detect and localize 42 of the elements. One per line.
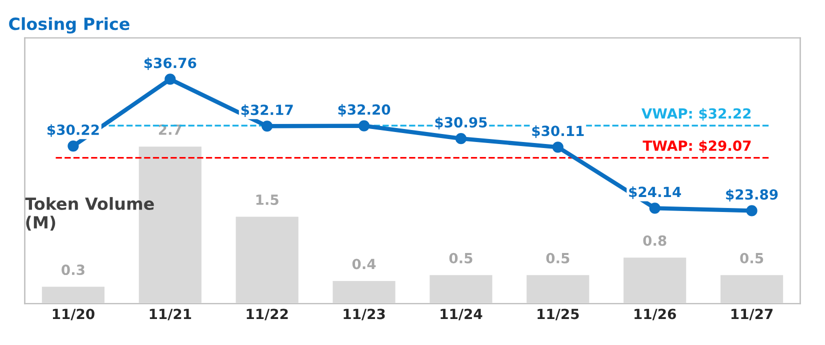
bar: [40, 285, 106, 304]
data-label: 0.5: [546, 252, 570, 264]
bar: [719, 274, 784, 304]
point: [68, 140, 79, 152]
data-label: 0.5: [740, 252, 764, 264]
data-label: $23.89: [726, 188, 778, 202]
x-tick-label: 11/24: [440, 308, 482, 320]
data-label: 0.8: [643, 235, 666, 246]
point: [746, 205, 758, 216]
point: [552, 142, 564, 153]
x-tick-label: 11/22: [246, 308, 288, 320]
y2-axis-title: Closing Price: [9, 17, 130, 34]
x-tick-label: 11/27: [731, 308, 773, 320]
data-label: 0.3: [62, 264, 84, 276]
point: [262, 120, 273, 132]
data-label: $24.14: [629, 186, 682, 199]
ref-line-label: TWAP: $29.07: [642, 140, 751, 153]
x-tick-label: 11/21: [150, 308, 192, 320]
data-label: $32.20: [338, 104, 390, 117]
data-label: $30.11: [532, 125, 584, 138]
data-label: 0.4: [352, 258, 376, 270]
x-tick-label: 11/23: [344, 308, 385, 320]
point: [164, 74, 176, 85]
bar: [525, 274, 591, 304]
data-label: $30.22: [48, 124, 99, 137]
point: [649, 202, 660, 214]
x-tick-label: 11/25: [538, 308, 579, 320]
data-label: $30.95: [435, 116, 487, 130]
bar: [622, 256, 688, 304]
ref-line-label: VWAP: $32.22: [641, 108, 751, 121]
data-label: 1.5: [256, 194, 278, 205]
data-label: 0.5: [449, 252, 472, 264]
point: [455, 133, 467, 144]
bar: [331, 280, 397, 304]
data-label: $32.17: [241, 104, 293, 117]
x-tick-label: 11/20: [52, 308, 94, 320]
point: [358, 120, 370, 132]
data-label: $36.76: [144, 57, 196, 70]
bar: [234, 215, 300, 304]
x-tick-label: 11/26: [634, 308, 676, 320]
y-axis-title: Token Volume (M): [24, 197, 154, 231]
bar: [428, 274, 494, 304]
